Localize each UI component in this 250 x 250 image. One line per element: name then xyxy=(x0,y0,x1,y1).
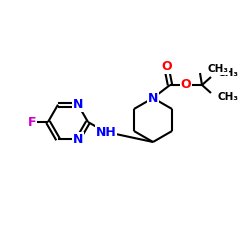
Text: CH₃: CH₃ xyxy=(217,68,238,78)
Text: CH₃: CH₃ xyxy=(207,64,228,74)
Text: N: N xyxy=(73,98,83,111)
Text: F: F xyxy=(28,116,36,128)
Text: N: N xyxy=(148,92,158,104)
Text: NH: NH xyxy=(96,126,116,138)
Text: O: O xyxy=(181,78,191,92)
Text: N: N xyxy=(73,133,83,146)
Text: CH₃: CH₃ xyxy=(217,92,238,102)
Text: O: O xyxy=(162,60,172,72)
